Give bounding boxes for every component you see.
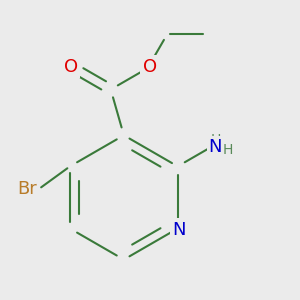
- Text: O: O: [143, 58, 157, 76]
- Text: Br: Br: [17, 180, 37, 198]
- Text: O: O: [64, 58, 78, 76]
- Text: N: N: [172, 221, 186, 239]
- Text: H: H: [222, 143, 233, 157]
- Text: N: N: [209, 138, 222, 156]
- Text: H: H: [211, 133, 221, 147]
